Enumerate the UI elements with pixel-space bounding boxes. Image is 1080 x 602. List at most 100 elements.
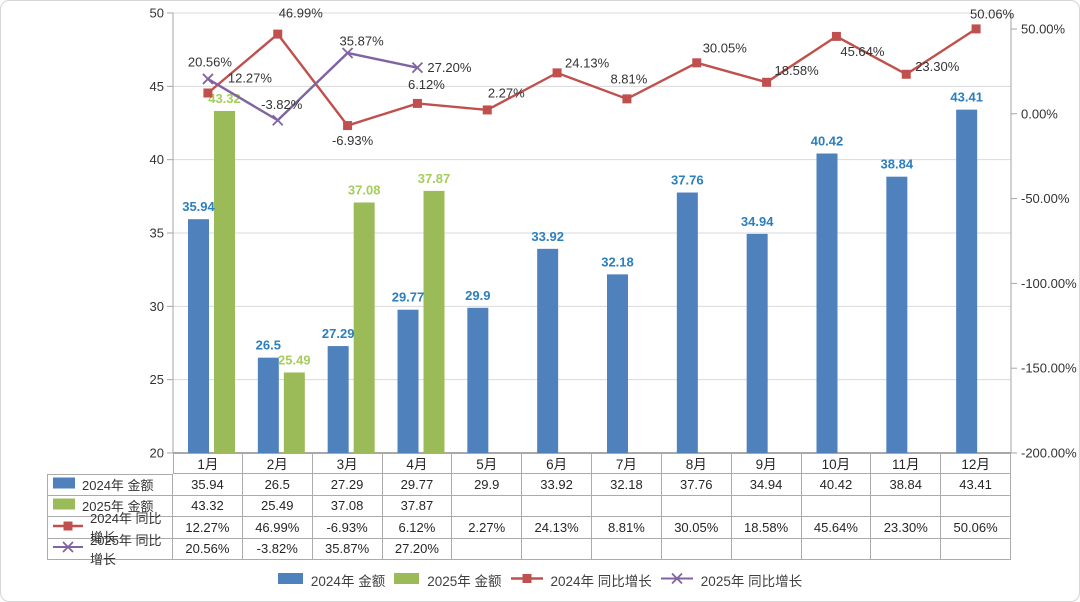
month-header-cell: 6月 [522, 453, 592, 474]
table-cell: -3.82% [242, 538, 313, 560]
line-marker-square [482, 105, 492, 115]
month-header-cell: 9月 [731, 453, 802, 474]
table-cell: 27.20% [382, 538, 453, 560]
table-cell [452, 495, 523, 517]
table-cell: 29.77 [382, 474, 453, 496]
line-x-marker-icon [53, 541, 83, 556]
table-cell: 32.18 [592, 474, 662, 496]
line-label: 2.27% [488, 85, 525, 100]
chart-legend: 2024年 金额 2025年 金额 2024年 同比增长 2025年 同比增长 [1, 564, 1079, 596]
table-cell: 27.29 [312, 474, 383, 496]
table-cell [661, 538, 732, 560]
table-cell: 35.87% [312, 538, 383, 560]
table-cell [801, 538, 872, 560]
line-marker-x [341, 47, 354, 59]
bar [816, 153, 838, 454]
bar [327, 346, 349, 453]
bar [886, 176, 908, 453]
table-cell [452, 538, 523, 560]
left-axis-tick-label: 35 [150, 226, 164, 241]
table-cell: 37.76 [661, 474, 732, 496]
table-row-label-text: 2024年 同比增长 [90, 511, 162, 546]
legend-item: 2025年 同比增长 [660, 570, 802, 590]
line-marker-square [552, 68, 562, 78]
bar [283, 372, 305, 453]
line-label: 45.64% [840, 44, 885, 59]
legend-label: 2024年 金额 [310, 574, 386, 589]
bar-label: 27.29 [322, 326, 355, 341]
line-label: 24.13% [565, 55, 610, 70]
table-cell: 8.81% [592, 517, 662, 539]
legend-item: 2025年 金额 [394, 570, 502, 590]
line-square-marker-icon [510, 572, 543, 588]
left-axis-tick-label: 40 [150, 152, 164, 167]
bar-label: 26.5 [256, 338, 281, 353]
line-label: 6.12% [408, 77, 445, 92]
line-marker-square [273, 29, 283, 39]
table-cell [522, 538, 592, 560]
month-header-cell: 10月 [801, 453, 872, 474]
line-label: 23.30% [915, 59, 960, 74]
table-cell: 35.94 [173, 474, 243, 496]
table-cell: -6.93% [312, 517, 383, 539]
line-x-marker-icon [660, 572, 693, 588]
bar-swatch-icon [277, 572, 303, 588]
bar [397, 309, 419, 453]
line-label: 50.06% [970, 6, 1015, 21]
bar-label: 29.77 [392, 290, 425, 305]
bar-label: 40.42 [811, 134, 844, 149]
month-header-cell: 5月 [452, 453, 523, 474]
month-header-cell: 1月 [173, 453, 243, 474]
line-label: 8.81% [610, 71, 647, 86]
table-cell [592, 495, 662, 517]
table-row-label: 2025年 金额 [47, 495, 173, 517]
bar [607, 274, 628, 453]
bar [257, 357, 279, 453]
line-label: -3.82% [261, 97, 303, 112]
month-header-cell: 2月 [242, 453, 313, 474]
data-table: 1月 2月 3月 4月 5月 6月 7月 8月 9月 10月 11月 12月 2024年 金额 35.94… [47, 453, 1011, 567]
left-axis-tick-label: 50 [150, 6, 164, 21]
line-marker-x [202, 73, 214, 85]
table-cell: 25.49 [242, 495, 313, 517]
month-header-cell: 11月 [871, 453, 942, 474]
bar-label: 37.87 [418, 171, 451, 186]
bar [353, 202, 375, 453]
legend-label: 2025年 金额 [427, 574, 502, 589]
right-axis-tick-label: -200.00% [1021, 446, 1077, 461]
line-marker-square [971, 24, 981, 34]
month-header-cell: 4月 [382, 453, 453, 474]
bar-label: 35.94 [182, 199, 215, 214]
bar-label: 37.76 [671, 173, 704, 188]
line-square-marker-icon [53, 520, 83, 535]
table-cell: 50.06% [941, 517, 1011, 539]
month-header-cell: 3月 [312, 453, 383, 474]
table-cell [871, 495, 942, 517]
table-cell: 24.13% [522, 517, 592, 539]
table-cell [731, 495, 802, 517]
line-label: -6.93% [332, 133, 374, 148]
bar-label: 25.49 [278, 352, 311, 367]
bar-swatch-icon [394, 572, 420, 588]
table-cell: 23.30% [871, 517, 942, 539]
right-axis-tick-label: -50.00% [1021, 191, 1070, 206]
line-marker-square [831, 31, 841, 41]
line-series [207, 27, 977, 127]
bar-swatch-icon [53, 498, 75, 513]
table-cell: 38.84 [871, 474, 942, 496]
bar-label: 38.84 [881, 157, 914, 172]
line-marker-square [412, 98, 422, 108]
bar [423, 190, 445, 453]
line-series [207, 51, 418, 122]
left-axis-tick-label: 25 [150, 372, 164, 387]
line-label: 30.05% [703, 40, 748, 55]
table-cell: 30.05% [661, 517, 732, 539]
bar [746, 233, 768, 453]
bar [188, 219, 209, 453]
right-axis-tick-label: 0.00% [1021, 106, 1058, 121]
table-cell [801, 495, 872, 517]
bar [676, 192, 698, 453]
table-row-label-text: 2024年 金额 [82, 478, 154, 494]
left-axis-tick-label: 20 [150, 446, 164, 461]
table-cell: 34.94 [731, 474, 802, 496]
